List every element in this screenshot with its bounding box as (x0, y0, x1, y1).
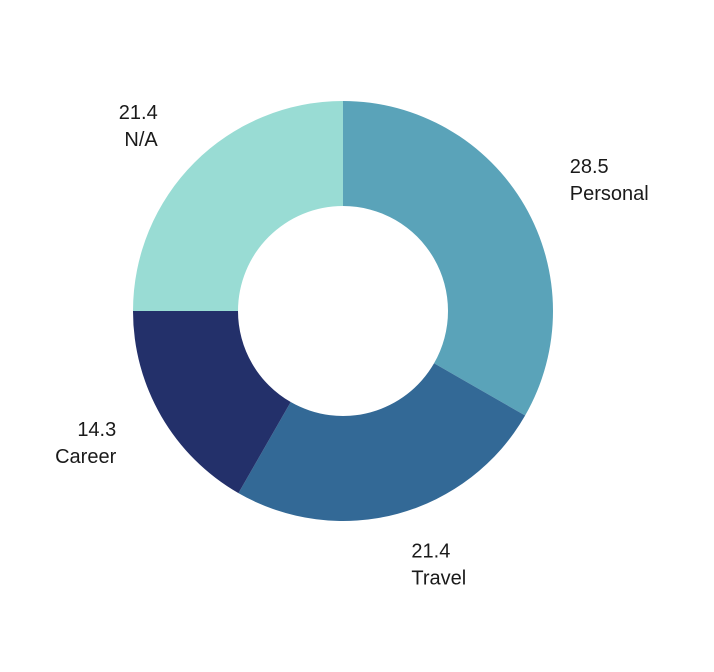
slice-value-label: 14.3 (77, 419, 116, 441)
slice-label-n-a: 21.4 N/A (119, 102, 159, 151)
slice-category-label: N/A (124, 129, 158, 151)
slice-career (133, 311, 291, 494)
slice-travel (238, 363, 526, 521)
slice-category-label: Travel (411, 567, 466, 589)
slice-label-travel: 21.4 Travel (411, 540, 466, 589)
slice-value-label: 21.4 (119, 102, 158, 124)
slice-category-label: Personal (570, 183, 649, 205)
slice-n-a (133, 101, 343, 311)
slice-label-career: 14.3 Career (55, 419, 116, 468)
labels-layer: 28.5 Personal 21.4 Travel 14.3 Career 21.4 N/A (55, 102, 649, 589)
slices-layer (133, 101, 554, 521)
slice-label-personal: 28.5 Personal (570, 156, 649, 205)
slice-personal (343, 101, 554, 416)
slice-category-label: Career (55, 446, 116, 468)
slice-value-label: 21.4 (411, 540, 450, 562)
slice-value-label: 28.5 (570, 156, 609, 178)
